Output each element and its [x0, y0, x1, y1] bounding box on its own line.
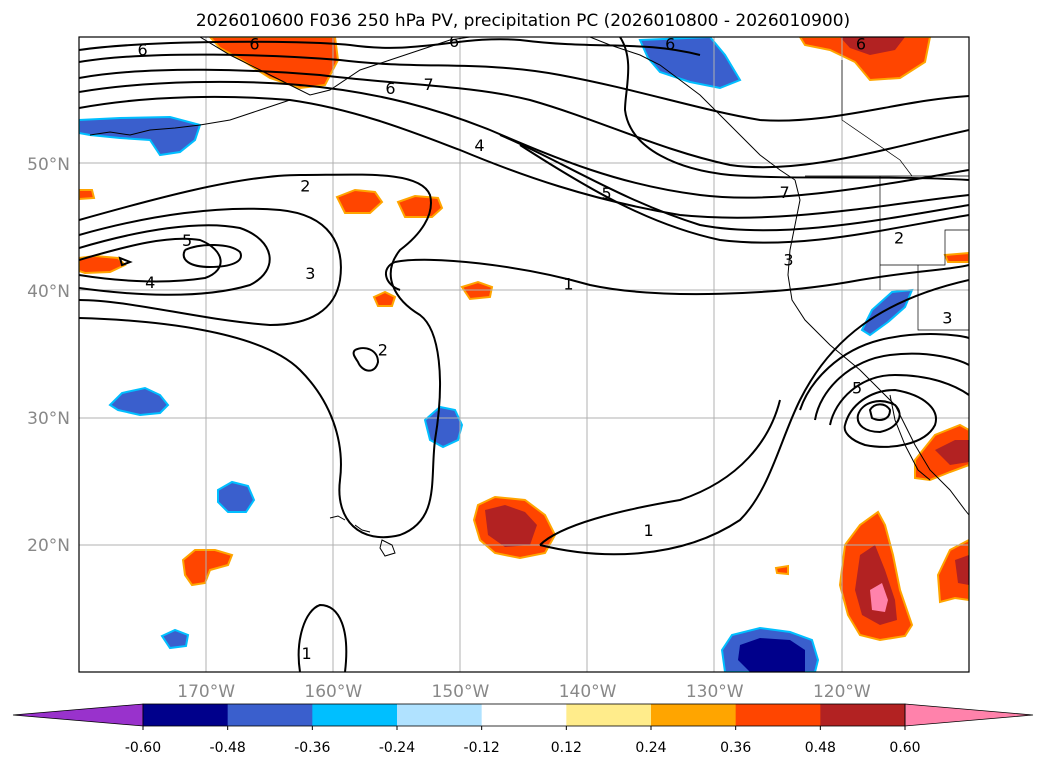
colorbar-tick-label: 0.60: [889, 740, 920, 756]
colorbar-tick-label: -0.60: [125, 740, 161, 756]
precip-area: [108, 386, 170, 417]
contour-label: 6: [249, 34, 259, 53]
aleutians: [89, 99, 291, 136]
precip-area: [870, 583, 888, 612]
precip-area: [840, 37, 905, 55]
contour-label: 4: [145, 273, 155, 292]
lon-tick-label: 170°W: [177, 682, 235, 702]
colorbar-tick-label: -0.36: [294, 740, 330, 756]
precip-area: [217, 480, 256, 513]
contour-label: 1: [301, 644, 311, 663]
precip-area: [738, 638, 805, 672]
colorbar-tick-label: -0.24: [379, 740, 415, 756]
pv-contours: [79, 37, 969, 672]
colorbar-segment: [481, 704, 567, 726]
precip-area: [79, 189, 96, 201]
precip-area: [936, 538, 969, 604]
contour-label: 6: [137, 41, 147, 60]
contour-label: 1: [563, 274, 573, 293]
precip-area: [396, 194, 444, 218]
longitude-tick-labels: 170°W 160°W 150°W 140°W 130°W 120°W: [177, 682, 871, 702]
precip-area: [181, 549, 234, 587]
lon-tick-label: 120°W: [813, 682, 871, 702]
contour-label: 2: [300, 177, 310, 196]
colorbar-tick-label: -0.48: [210, 740, 246, 756]
contour-label: 1: [644, 521, 654, 540]
alaska-coast: [199, 37, 471, 96]
contour-label: 5: [182, 231, 192, 250]
precip-area: [638, 37, 742, 90]
contour-label: 6: [449, 32, 459, 51]
lat-tick-label: 30°N: [27, 409, 70, 429]
precip-area: [335, 188, 384, 214]
contour-label: 5: [602, 184, 612, 203]
colorbar-segment: [651, 704, 737, 726]
map-panel: [79, 37, 969, 672]
precip-area: [79, 254, 127, 275]
lon-tick-label: 140°W: [559, 682, 617, 702]
colorbar-segment: [143, 704, 229, 726]
colorbar-segment: [397, 704, 483, 726]
precip-area: [79, 115, 202, 157]
precip-area: [955, 555, 969, 585]
contour-label: 2: [894, 229, 904, 248]
lon-tick-label: 160°W: [304, 682, 362, 702]
contour-label: 3: [783, 250, 793, 269]
contour-label: 7: [780, 183, 790, 202]
lat-tick-label: 20°N: [27, 536, 70, 556]
colorbar: -0.60 -0.48 -0.36 -0.24 -0.12 0.12 0.24 0.36 0.4…: [12, 703, 1034, 756]
colorbar-segment: [820, 704, 906, 726]
precip-area: [943, 251, 969, 263]
precip-area: [774, 564, 789, 576]
map-frame: [78, 36, 970, 673]
map-title: 2026010600 F036 250 hPa PV, precipitatio…: [196, 11, 850, 31]
colorbar-segment: [312, 704, 398, 726]
contour-label: 3: [942, 309, 952, 328]
latitude-tick-labels: 20°N 30°N 40°N 50°N: [27, 155, 70, 556]
lat-tick-label: 50°N: [27, 155, 70, 175]
hawaii: [329, 515, 396, 557]
contour-label: 6: [856, 34, 866, 53]
lon-tick-label: 150°W: [432, 682, 490, 702]
contour-label: 7: [424, 75, 434, 94]
contour-label: 5: [852, 379, 862, 398]
precip-area: [935, 440, 969, 465]
alaska-panhandle: [589, 37, 796, 181]
map-content: 6 6 6 6 6 6 7 4 5 7 2 5 4 3 1 3 2 3 2 5 1 1: [79, 32, 969, 672]
lat-tick-label: 40°N: [27, 282, 70, 302]
colorbar-tick-label: 0.48: [805, 740, 836, 756]
colorbar-extend-min: [12, 703, 144, 727]
lon-tick-label: 130°W: [686, 682, 744, 702]
contour-label: 3: [305, 264, 315, 283]
contour-label: 2: [378, 340, 388, 359]
contour-label: 4: [474, 136, 484, 155]
contour-label: 6: [665, 34, 675, 53]
colorbar-segment: [566, 704, 652, 726]
precip-area: [372, 290, 397, 307]
contour-label: 6: [385, 79, 395, 98]
precipitation-shading: [79, 37, 969, 672]
contour-labels: 6 6 6 6 6 6 7 4 5 7 2 5 4 3 1 3 2 3 2 5 1 1: [137, 32, 952, 663]
precip-area: [798, 37, 932, 82]
colorbar-extend-max: [904, 703, 1034, 727]
colorbar-tick-label: -0.12: [464, 740, 500, 756]
colorbar-frame: [142, 703, 906, 727]
colorbar-tick-label: 0.36: [720, 740, 751, 756]
colorbar-tick-label: 0.24: [635, 740, 666, 756]
colorbar-segment: [227, 704, 313, 726]
precip-area: [160, 628, 190, 650]
colorbar-segment: [735, 704, 821, 726]
precip-area: [485, 505, 537, 547]
colorbar-tick-label: 0.12: [551, 740, 582, 756]
